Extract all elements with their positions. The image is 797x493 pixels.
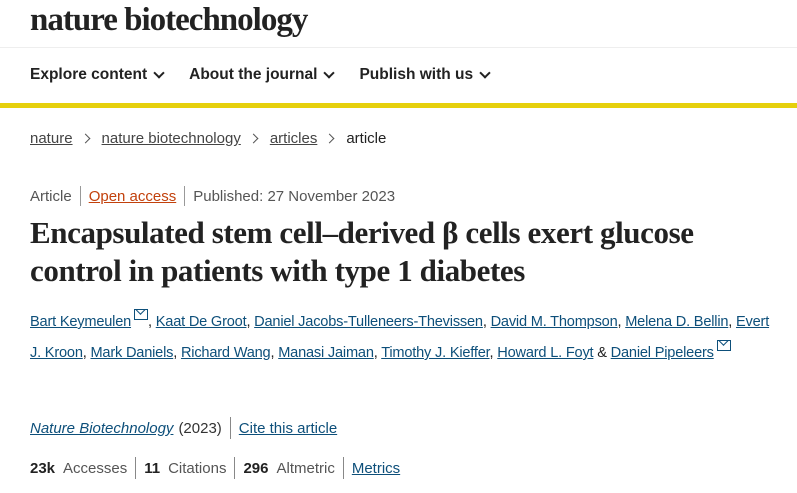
envelope-icon[interactable] [134,309,149,320]
nav-label: Explore content [30,66,148,83]
accesses-label: Accesses [63,459,128,477]
citation-line: Nature Biotechnology (2023) Cite this ar… [30,417,337,439]
author-link[interactable]: Howard L. Foyt [497,345,594,361]
nav-label: Publish with us [359,66,474,83]
nav-publish-with-us[interactable]: Publish with us [359,66,491,84]
breadcrumb-nature[interactable]: nature [30,130,73,147]
publication-year: (2023) [178,419,222,437]
metrics-link[interactable]: Metrics [351,459,401,477]
altmetric-label: Altmetric [276,459,335,477]
breadcrumb-current: article [346,130,387,147]
chevron-right-icon [324,133,335,144]
divider [135,457,137,479]
citations-label: Citations [168,459,227,477]
ampersand: & [597,345,607,361]
chevron-down-icon [153,67,165,79]
author-link[interactable]: Richard Wang [180,345,271,361]
citations-count: 11 [144,459,161,477]
article-metrics: 23k Accesses 11 Citations 296 Altmetric … [30,457,400,479]
nav-about-journal[interactable]: About the journal [189,66,336,84]
article-type: Article [30,187,72,205]
author-link[interactable]: Evert J. Kroon [30,314,770,361]
chevron-down-icon [479,67,491,79]
open-access-link[interactable]: Open access [88,187,177,205]
divider [229,417,231,439]
nav-explore-content[interactable]: Explore content [30,66,165,84]
accent-bar [0,103,797,108]
author-link[interactable]: Timothy J. Kieffer [381,345,490,361]
author-link[interactable]: Melena D. Bellin [625,314,729,330]
author-link[interactable]: David M. Thompson [490,314,618,330]
journal-logo[interactable]: nature biotechnology [30,2,308,38]
published-date: Published: 27 November 2023 [193,187,396,205]
article-meta: Article Open access Published: 27 Novemb… [30,186,395,206]
altmetric-score: 296 [243,459,269,477]
journal-link[interactable]: Nature Biotechnology [30,419,174,437]
chevron-right-icon [248,133,259,144]
author-link[interactable]: Kaat De Groot [155,314,247,330]
nav-label: About the journal [189,66,318,83]
accesses-count: 23k [30,459,56,477]
divider [184,186,186,206]
author-link[interactable]: Mark Daniels [90,345,174,361]
author-link[interactable]: Manasi Jaiman [278,345,374,361]
chevron-down-icon [323,67,336,79]
divider [0,47,797,48]
divider [234,457,236,479]
author-link[interactable]: Daniel Pipeleers [610,345,714,361]
author-link[interactable]: Daniel Jacobs-Tulleneers-Thevissen [254,314,483,330]
cite-this-article-link[interactable]: Cite this article [238,419,338,437]
author-link[interactable]: Bart Keymeulen [30,314,132,330]
divider [342,457,344,479]
author-list: Bart Keymeulen, Kaat De Groot, Daniel Ja… [30,307,770,369]
article-title: Encapsulated stem cell–derived β cells e… [30,215,694,288]
main-nav: Explore content About the journal Publis… [30,66,491,84]
breadcrumb-nature-biotechnology[interactable]: nature biotechnology [101,130,241,147]
envelope-icon[interactable] [716,340,731,351]
divider [79,186,81,206]
chevron-right-icon [80,133,90,144]
breadcrumb-articles[interactable]: articles [269,130,318,147]
breadcrumb: nature nature biotechnology articles art… [30,130,386,147]
